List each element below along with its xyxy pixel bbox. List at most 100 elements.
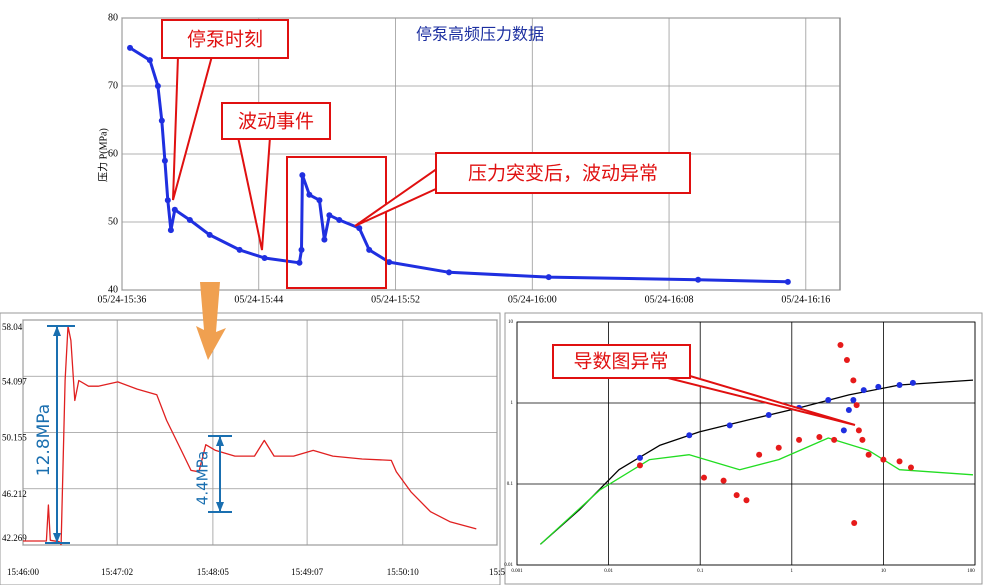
arrow-head: [53, 533, 61, 543]
data-point: [366, 246, 373, 253]
x-tick-label: 15:49:07: [291, 567, 324, 577]
data-point: [765, 412, 772, 419]
data-point: [306, 191, 313, 198]
data-point: [206, 231, 213, 238]
data-point: [865, 451, 872, 458]
data-point: [845, 406, 852, 413]
data-point: [907, 464, 914, 471]
data-point: [875, 383, 882, 390]
x-tick-label: 0.01: [604, 569, 613, 574]
plot-area: [539, 342, 974, 545]
data-point: [146, 57, 153, 64]
y-tick-label: 42.269: [2, 533, 27, 543]
data-point: [321, 236, 328, 243]
plot-area: [23, 325, 477, 546]
x-tick-label: 100: [967, 569, 975, 574]
data-point: [896, 458, 903, 465]
data-point: [299, 172, 306, 179]
zoom-arrow: [196, 282, 226, 360]
plot-area: [127, 44, 791, 285]
data-point: [880, 456, 887, 463]
x-tick-label: 0.1: [697, 569, 704, 574]
y-tick-label: 0.1: [507, 482, 514, 487]
data-point: [825, 396, 832, 403]
callout-box: [161, 19, 289, 59]
callout-text: 压力突变后，波动异常: [468, 163, 658, 185]
y-tick-label: 58.04: [2, 322, 23, 332]
callout-box: [221, 102, 331, 140]
data-point: [850, 377, 857, 384]
arrow-head: [53, 326, 61, 336]
callout-pointer: [236, 136, 272, 251]
highlight-box: [286, 156, 387, 289]
callout-text: 停泵时刻: [187, 29, 263, 51]
data-point: [154, 83, 161, 89]
x-tick-label: 15:5: [489, 567, 506, 577]
data-line: [23, 325, 477, 546]
data-point: [756, 451, 763, 458]
data-point: [775, 444, 782, 451]
data-point: [161, 157, 168, 164]
data-point: [843, 356, 850, 363]
data-point: [164, 197, 171, 204]
y-tick-label: 60: [108, 148, 118, 159]
y-tick-label: 46.212: [2, 489, 27, 499]
data-point: [636, 462, 643, 469]
data-point: [386, 259, 393, 266]
data-point: [296, 259, 303, 266]
data-point: [851, 520, 858, 527]
data-point: [446, 269, 453, 276]
y-tick-label: 50.155: [2, 433, 27, 443]
data-point: [127, 44, 134, 51]
y-tick-label: 80: [108, 12, 118, 23]
y-tick-label: 54.097: [2, 376, 27, 386]
x-tick-label: 0.001: [511, 569, 523, 574]
data-point: [796, 436, 803, 443]
data-point: [840, 427, 847, 434]
data-point: [743, 497, 750, 504]
arrow-head: [216, 502, 224, 512]
range-arrow: [45, 325, 232, 544]
panel-frame: [504, 312, 983, 585]
data-line: [539, 379, 974, 545]
range-label: 4.4MPa: [194, 451, 212, 505]
data-point: [236, 246, 243, 253]
chart-title: 停泵高频压力数据: [416, 26, 544, 44]
x-tick-label: 05/24-16:08: [645, 294, 694, 305]
data-point: [171, 206, 178, 213]
data-point: [816, 434, 823, 441]
x-tick-label: 15:47:02: [101, 567, 133, 577]
x-tick-label: 05/24-15:44: [234, 294, 283, 305]
callout-text: 波动事件: [238, 111, 314, 133]
data-point: [896, 381, 903, 388]
y-tick-label: 70: [108, 80, 118, 91]
plots: 05/24-15:36 05/24-15:44 05/24-15:52 05/24-1…: [2, 12, 976, 577]
data-point: [909, 379, 916, 386]
data-point: [726, 422, 733, 429]
data-point: [336, 216, 343, 223]
data-point: [860, 387, 867, 394]
data-point: [545, 274, 552, 281]
x-tick-label: 05/24-16:00: [508, 294, 557, 305]
callout-pointer: [354, 166, 439, 227]
x-tick-label: 05/24-16:16: [781, 294, 830, 305]
y-tick-label: 1: [511, 401, 514, 406]
data-point: [326, 212, 333, 219]
callout-box: [435, 152, 691, 194]
data-point: [720, 477, 727, 484]
x-tick-label: 15:50:10: [387, 567, 420, 577]
data-point: [261, 255, 268, 262]
data-point: [298, 246, 305, 253]
callout-pointer: [172, 55, 214, 201]
range-label: 12.8MPa: [34, 404, 54, 476]
arrow-head: [216, 436, 224, 446]
data-point: [853, 402, 860, 409]
data-point: [316, 197, 323, 204]
data-point: [837, 342, 844, 349]
data-point: [859, 436, 866, 443]
data-point: [695, 276, 702, 283]
data-point: [636, 454, 643, 461]
data-point: [850, 396, 857, 403]
data-point: [700, 474, 707, 481]
